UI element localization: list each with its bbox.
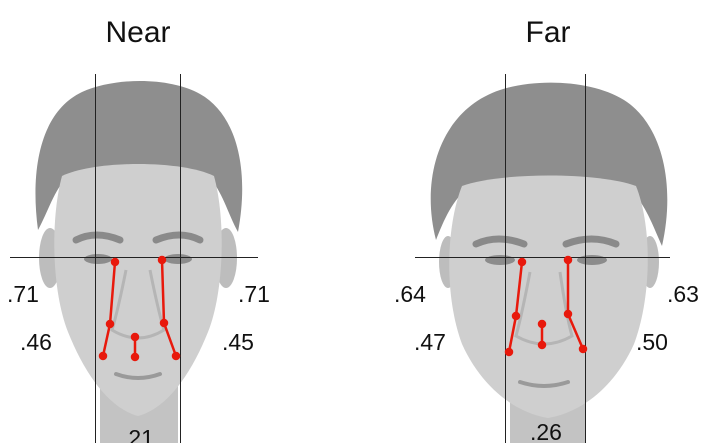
landmark-point-near xyxy=(110,257,120,267)
landmark-point-near xyxy=(105,319,115,329)
nose-landmarks-near xyxy=(98,255,181,362)
panel-far: Far xyxy=(394,16,699,443)
value-upper-right-near: .71 xyxy=(238,281,270,307)
landmark-point-far xyxy=(511,311,521,321)
landmark-point-near xyxy=(157,255,167,265)
panel-title-near: Near xyxy=(105,16,170,49)
landmark-point-near xyxy=(98,351,108,361)
value-lower-left-far: .47 xyxy=(414,329,446,355)
left-brow-far xyxy=(472,235,528,248)
landmark-point-far xyxy=(537,319,547,329)
landmark-point-far xyxy=(517,257,527,267)
panel-title-far: Far xyxy=(526,16,571,49)
face-skin-near xyxy=(54,164,222,416)
hair-near xyxy=(35,80,243,232)
landmark-point-near xyxy=(159,318,169,328)
landmark-point-near xyxy=(130,352,140,362)
value-lower-left-near: .46 xyxy=(20,329,52,355)
value-bottom-near: .21 xyxy=(122,425,154,443)
mouth-far xyxy=(518,380,570,388)
value-upper-right-far: .63 xyxy=(667,281,699,307)
left-eye-far xyxy=(485,255,515,265)
value-lower-right-near: .45 xyxy=(222,329,254,355)
guide-lines-far xyxy=(415,74,670,443)
nose-landmarks-far xyxy=(504,255,588,357)
left-eye-near xyxy=(84,254,112,264)
mouth-near xyxy=(114,372,162,380)
landmark-point-far xyxy=(563,309,573,319)
face-photo-near xyxy=(35,80,243,443)
face-skin-far xyxy=(449,175,648,418)
value-lower-right-far: .50 xyxy=(636,329,668,355)
panel-near: Near xyxy=(7,16,270,443)
right-eye-far xyxy=(577,255,607,265)
landmark-point-far xyxy=(578,344,588,354)
landmark-point-near xyxy=(130,332,140,342)
landmark-point-far xyxy=(563,255,573,265)
face-photo-far xyxy=(430,82,668,443)
right-brow-far xyxy=(562,235,620,248)
landmark-point-far xyxy=(504,347,514,357)
value-upper-left-far: .64 xyxy=(394,281,426,307)
right-brow-near xyxy=(152,231,204,244)
left-brow-near xyxy=(72,231,124,244)
hair-far xyxy=(430,82,668,246)
value-upper-left-near: .71 xyxy=(7,281,39,307)
guide-lines-near xyxy=(10,74,258,443)
value-bottom-far: .26 xyxy=(530,419,562,443)
landmark-point-near xyxy=(171,351,181,361)
landmark-point-far xyxy=(537,340,547,350)
right-eye-near xyxy=(164,254,192,264)
